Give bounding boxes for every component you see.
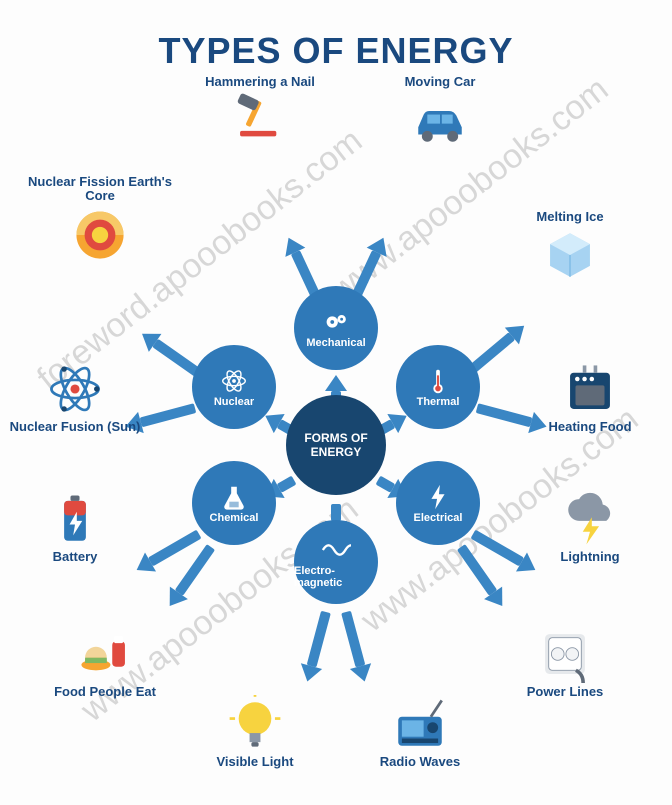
page-title: TYPES OF ENERGY (0, 30, 672, 72)
flask-icon (219, 482, 249, 512)
spoke-mechanical: Mechanical (294, 286, 378, 370)
spoke-electrical: Electrical (396, 461, 480, 545)
hub-label: FORMS OF ENERGY (286, 431, 386, 459)
hammer-icon (231, 91, 289, 149)
food-icon (76, 625, 134, 683)
spoke-label: Chemical (210, 512, 259, 524)
leaf-oven: Heating Food (530, 360, 650, 434)
leaf-label: Food People Eat (54, 685, 156, 699)
battery-icon (46, 490, 104, 548)
oven-icon (561, 360, 619, 418)
bulb-icon (226, 695, 284, 753)
spoke-label: Electrical (414, 512, 463, 524)
leaf-label: Lightning (560, 550, 619, 564)
spoke-label: Mechanical (306, 337, 365, 349)
leaf-food: Food People Eat (40, 625, 170, 699)
thermometer-icon (423, 366, 453, 396)
atom-icon (219, 366, 249, 396)
gears-icon (321, 307, 351, 337)
leaf-label: Melting Ice (536, 210, 603, 224)
outlet-icon (536, 625, 594, 683)
leaf-label: Power Lines (527, 685, 604, 699)
atom2-icon (46, 360, 104, 418)
spoke-label: Thermal (417, 396, 460, 408)
arrow (297, 609, 336, 682)
spoke-label: Electro-magnetic (294, 565, 378, 589)
car-icon (411, 91, 469, 149)
leaf-battery: Battery (25, 490, 125, 564)
infographic-canvas: { "title": { "text": "TYPES OF ENERGY", … (0, 0, 672, 805)
spoke-electromagnetic: Electro-magnetic (294, 520, 378, 604)
leaf-cloudbolt: Lightning (535, 490, 645, 564)
spoke-label: Nuclear (214, 396, 254, 408)
cloudbolt-icon (561, 490, 619, 548)
wave-icon (321, 535, 351, 565)
hub-forms-of-energy: FORMS OF ENERGY (286, 395, 386, 495)
radio-icon (391, 695, 449, 753)
leaf-car: Moving Car (380, 75, 500, 149)
leaf-label: Nuclear Fusion (Sun) (10, 420, 141, 434)
leaf-label: Moving Car (405, 75, 476, 89)
core-icon (71, 206, 129, 264)
title-text: TYPES OF ENERGY (158, 30, 513, 71)
leaf-label: Visible Light (216, 755, 293, 769)
leaf-label: Battery (53, 550, 98, 564)
spoke-nuclear: Nuclear (192, 345, 276, 429)
leaf-hammer: Hammering a Nail (190, 75, 330, 149)
leaf-outlet: Power Lines (505, 625, 625, 699)
arrow (336, 609, 375, 682)
leaf-atom2: Nuclear Fusion (Sun) (5, 360, 145, 434)
leaf-label: Heating Food (548, 420, 631, 434)
spoke-thermal: Thermal (396, 345, 480, 429)
leaf-core: Nuclear Fission Earth's Core (25, 175, 175, 264)
ice-icon (541, 226, 599, 284)
leaf-label: Radio Waves (380, 755, 460, 769)
leaf-label: Hammering a Nail (205, 75, 315, 89)
leaf-ice: Melting Ice (515, 210, 625, 284)
leaf-radio: Radio Waves (360, 695, 480, 769)
bolt-icon (423, 482, 453, 512)
leaf-label: Nuclear Fission Earth's Core (25, 175, 175, 204)
spoke-chemical: Chemical (192, 461, 276, 545)
leaf-bulb: Visible Light (195, 695, 315, 769)
